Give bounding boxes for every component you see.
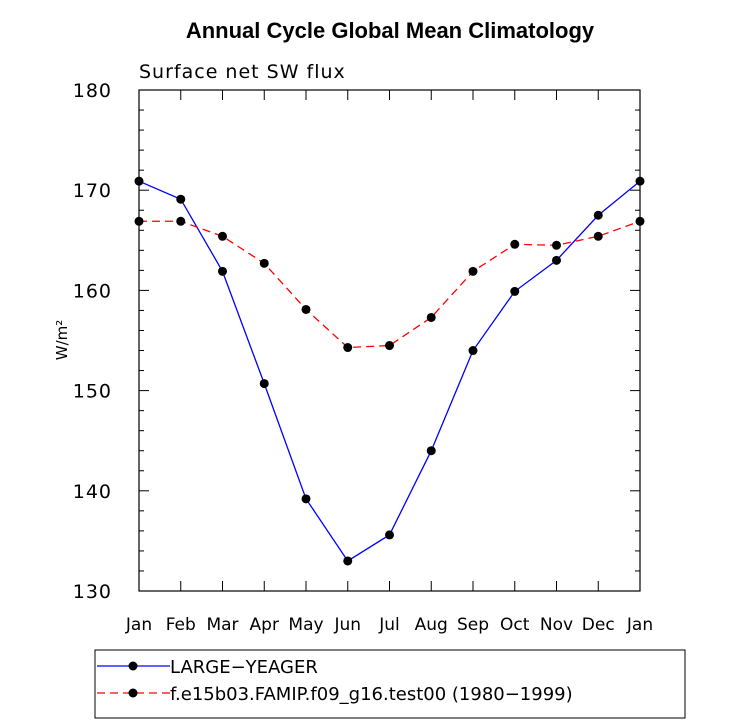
x-tick-label: Jan	[125, 615, 152, 635]
series-1	[134, 176, 645, 566]
y-axis-labels: 130 140 150 160 170 180	[73, 80, 112, 603]
chart-title: Annual Cycle Global Mean Climatology	[186, 18, 595, 43]
series-2	[134, 216, 645, 353]
y-tick-label: 140	[73, 481, 112, 503]
data-point	[176, 216, 186, 226]
y-tick-label: 180	[73, 80, 112, 102]
x-tick-label: Apr	[250, 615, 279, 635]
data-point	[510, 286, 520, 296]
data-point	[635, 216, 645, 226]
axis-ticks	[138, 89, 641, 592]
data-point	[385, 530, 394, 540]
x-tick-label: Dec	[582, 615, 615, 635]
x-tick-label: Jan	[626, 615, 653, 635]
x-tick-label: Sep	[457, 615, 489, 635]
x-tick-label: Oct	[500, 615, 530, 635]
x-tick-label: Nov	[540, 615, 573, 635]
plot-frame	[138, 89, 641, 592]
legend-marker	[128, 688, 138, 698]
data-point	[385, 341, 394, 351]
data-point	[552, 255, 561, 265]
y-tick-label: 130	[73, 581, 112, 603]
legend-box	[94, 649, 686, 719]
x-tick-label: Mar	[206, 615, 238, 635]
x-axis-labels: Jan Feb Mar Apr May Jun Jul Aug Sep Oct Nov Dec Jan	[125, 615, 653, 635]
data-point	[468, 346, 478, 356]
chart-subtitle: Surface net SW flux	[139, 61, 346, 83]
data-point	[468, 266, 478, 276]
x-tick-label: Aug	[415, 615, 448, 635]
y-axis-title: W/m²	[53, 320, 71, 361]
legend-marker	[128, 661, 138, 671]
data-point	[635, 176, 645, 186]
legend-label: f.e15b03.FAMIP.f09_g16.test00 (1980−1999…	[170, 684, 573, 705]
data-point	[593, 210, 603, 220]
data-point	[218, 266, 227, 276]
data-point	[301, 304, 311, 314]
data-point	[593, 231, 603, 241]
x-tick-label: May	[288, 615, 323, 635]
data-point	[176, 194, 186, 204]
data-point	[426, 312, 436, 322]
data-point	[134, 176, 144, 186]
data-point	[134, 216, 144, 226]
data-point	[552, 240, 561, 250]
series-line	[138, 180, 641, 562]
data-point	[301, 494, 311, 504]
data-point	[259, 258, 269, 268]
y-tick-label: 160	[73, 280, 112, 302]
x-tick-label: Feb	[166, 615, 196, 635]
data-point	[343, 556, 353, 566]
x-tick-label: Jul	[378, 615, 400, 635]
series-group	[134, 176, 645, 566]
data-point	[510, 239, 520, 249]
y-tick-label: 150	[73, 381, 112, 403]
series-line	[139, 220, 641, 349]
y-tick-label: 170	[73, 180, 112, 202]
legend-label: LARGE−YEAGER	[170, 657, 318, 678]
data-point	[259, 379, 269, 389]
data-point	[218, 231, 227, 241]
data-point	[426, 446, 436, 456]
legend: LARGE−YEAGER f.e15b03.FAMIP.f09_g16.test0…	[97, 657, 573, 705]
data-point	[343, 343, 353, 353]
x-tick-label: Jun	[333, 615, 361, 635]
